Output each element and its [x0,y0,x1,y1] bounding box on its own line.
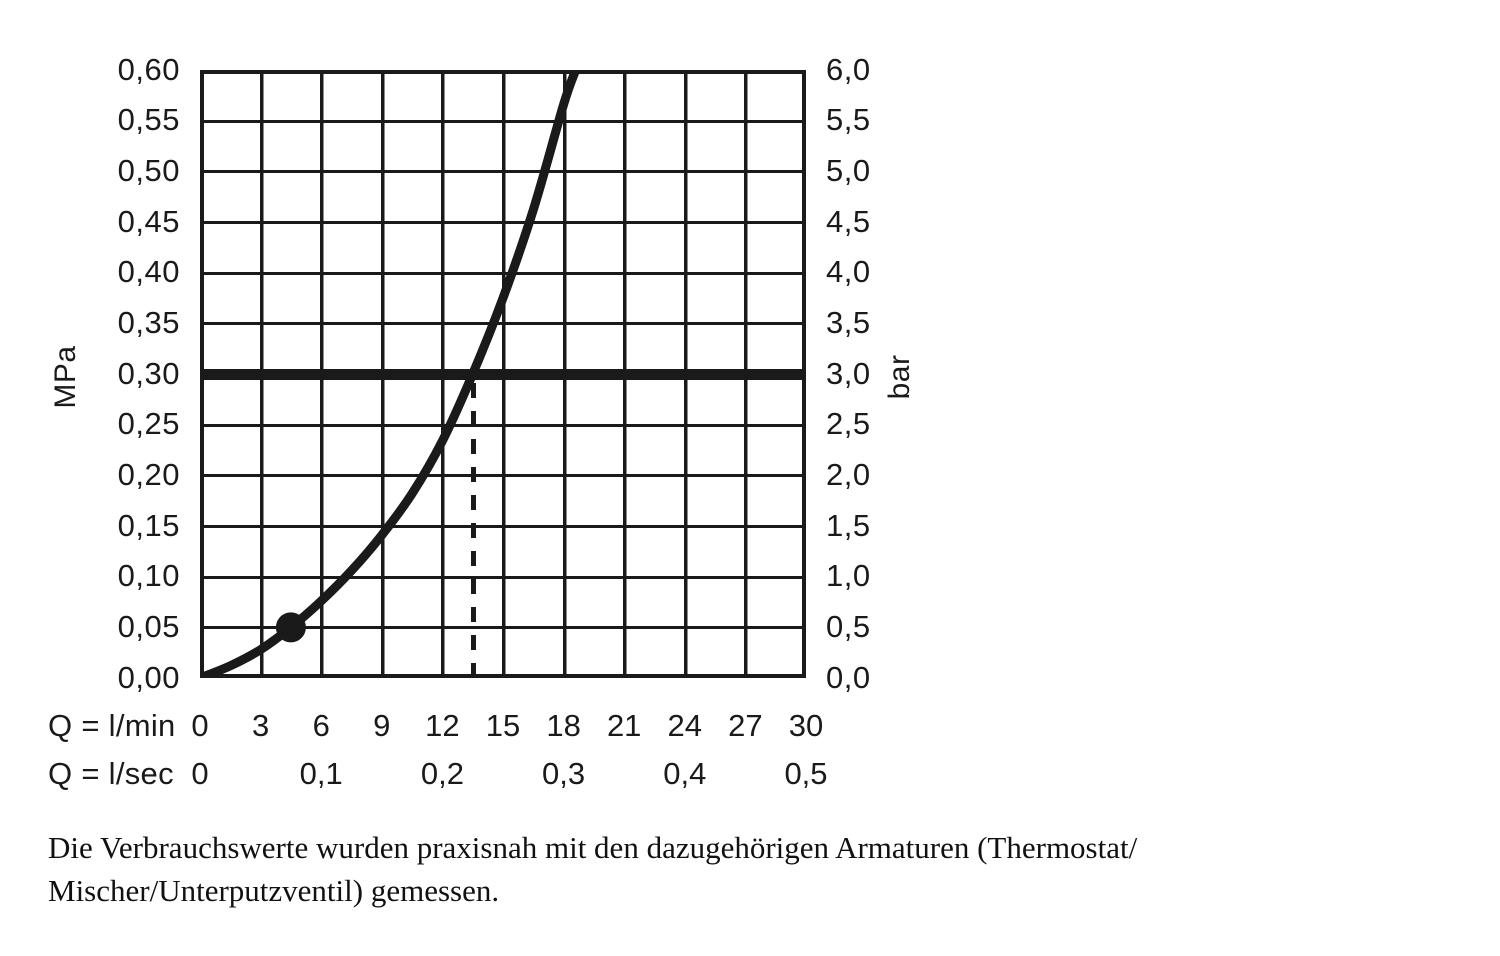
y-axis-right-ticks: 6,0 5,5 5,0 4,5 4,0 3,5 3,0 2,5 2,0 1,5 1,0 0,5 0,0 [826,54,966,693]
x-tick-label-lmin: 3 [251,708,270,743]
y-tick-label-bar: 3,5 [826,304,871,340]
x-axis-row-lsec: Q = l/sec 0 0,1 0,2 0,3 0,4 0,5 [0,754,1500,794]
y-tick-label-bar: 0,5 [826,608,871,644]
y-tick-label-bar: 0,0 [826,659,871,695]
caption-line-2: Mischer/Unterputzventil) gemessen. [48,873,500,908]
x-tick-label-lmin: 12 [425,708,460,743]
caption: Die Verbrauchswerte wurden praxisnah mit… [48,826,1378,912]
y-axis-left-ticks: 0,60 0,55 0,50 0,45 0,40 0,35 0,30 0,25 0,20 0,15… [46,54,180,693]
x-tick-label-lmin: 24 [667,708,703,743]
x-tick-label-lsec: 0,2 [420,756,464,791]
x-tick-label-lmin: 21 [606,708,642,743]
x-tick-label-lsec: 0,4 [663,756,707,791]
x-tick-label-lsec: 0,3 [542,756,586,791]
x-tick-label-lsec: 0,5 [784,756,828,791]
y-tick-label-mpa: 0,10 [117,558,180,594]
y-tick-label-bar: 4,5 [826,203,871,239]
y-tick-label-bar: 5,5 [826,102,871,138]
plot-border [199,69,807,679]
x-axis-row-lmin-label: Q = l/min [48,708,176,743]
y-tick-label-mpa: 0,50 [117,152,180,188]
y-tick-label-mpa: 0,40 [117,254,180,290]
y-tick-label-mpa: 0,35 [117,304,180,340]
x-tick-label-lmin: 30 [788,708,824,743]
y-tick-label-mpa: 0,15 [117,507,180,543]
x-tick-label-lmin: 6 [312,708,330,743]
y-tick-label-mpa: 0,45 [117,203,180,239]
data-curve [200,70,581,678]
x-tick-label-lmin: 27 [728,708,763,743]
x-tick-label-lmin: 18 [546,708,581,743]
y-tick-label-mpa: 0,05 [117,608,180,644]
y-tick-label-mpa: 0,20 [117,456,180,492]
y-tick-label-bar: 4,0 [826,254,871,290]
plot-svg [189,68,817,689]
y-tick-label-bar: 2,5 [826,406,871,442]
y-tick-label-mpa: 0,60 [117,51,180,87]
y-tick-label-mpa: 0,30 [117,355,180,391]
pressure-loss-curve [200,70,581,678]
caption-line-1: Die Verbrauchswerte wurden praxisnah mit… [48,830,1138,865]
reference-lines [189,369,817,678]
y-tick-label-bar: 2,0 [826,456,871,492]
x-axis-row-lmin: Q = l/min 0 3 6 9 12 15 18 21 24 27 30 [0,706,1500,746]
y-tick-label-mpa: 0,00 [117,659,180,695]
data-point-markers [275,612,306,643]
x-tick-label-lsec: 0 [191,756,209,791]
y-tick-label-mpa: 0,55 [117,102,180,138]
y-tick-label-bar: 6,0 [826,51,871,87]
y-tick-label-bar: 1,0 [826,558,871,594]
y-tick-label-mpa: 0,25 [117,406,180,442]
x-tick-label-lmin: 0 [191,708,209,743]
x-tick-label-lsec: 0,1 [299,756,343,791]
x-tick-label-lmin: 15 [485,708,521,743]
y-tick-label-bar: 5,0 [826,152,871,188]
plot-area [189,68,817,689]
plot-frame [199,69,807,679]
x-tick-label-lmin: 9 [373,708,391,743]
y-tick-label-bar: 3,0 [826,355,871,391]
y-tick-label-bar: 1,5 [826,507,871,543]
x-axis-row-lsec-label: Q = l/sec [48,756,174,791]
rated-flow-point [275,612,306,643]
